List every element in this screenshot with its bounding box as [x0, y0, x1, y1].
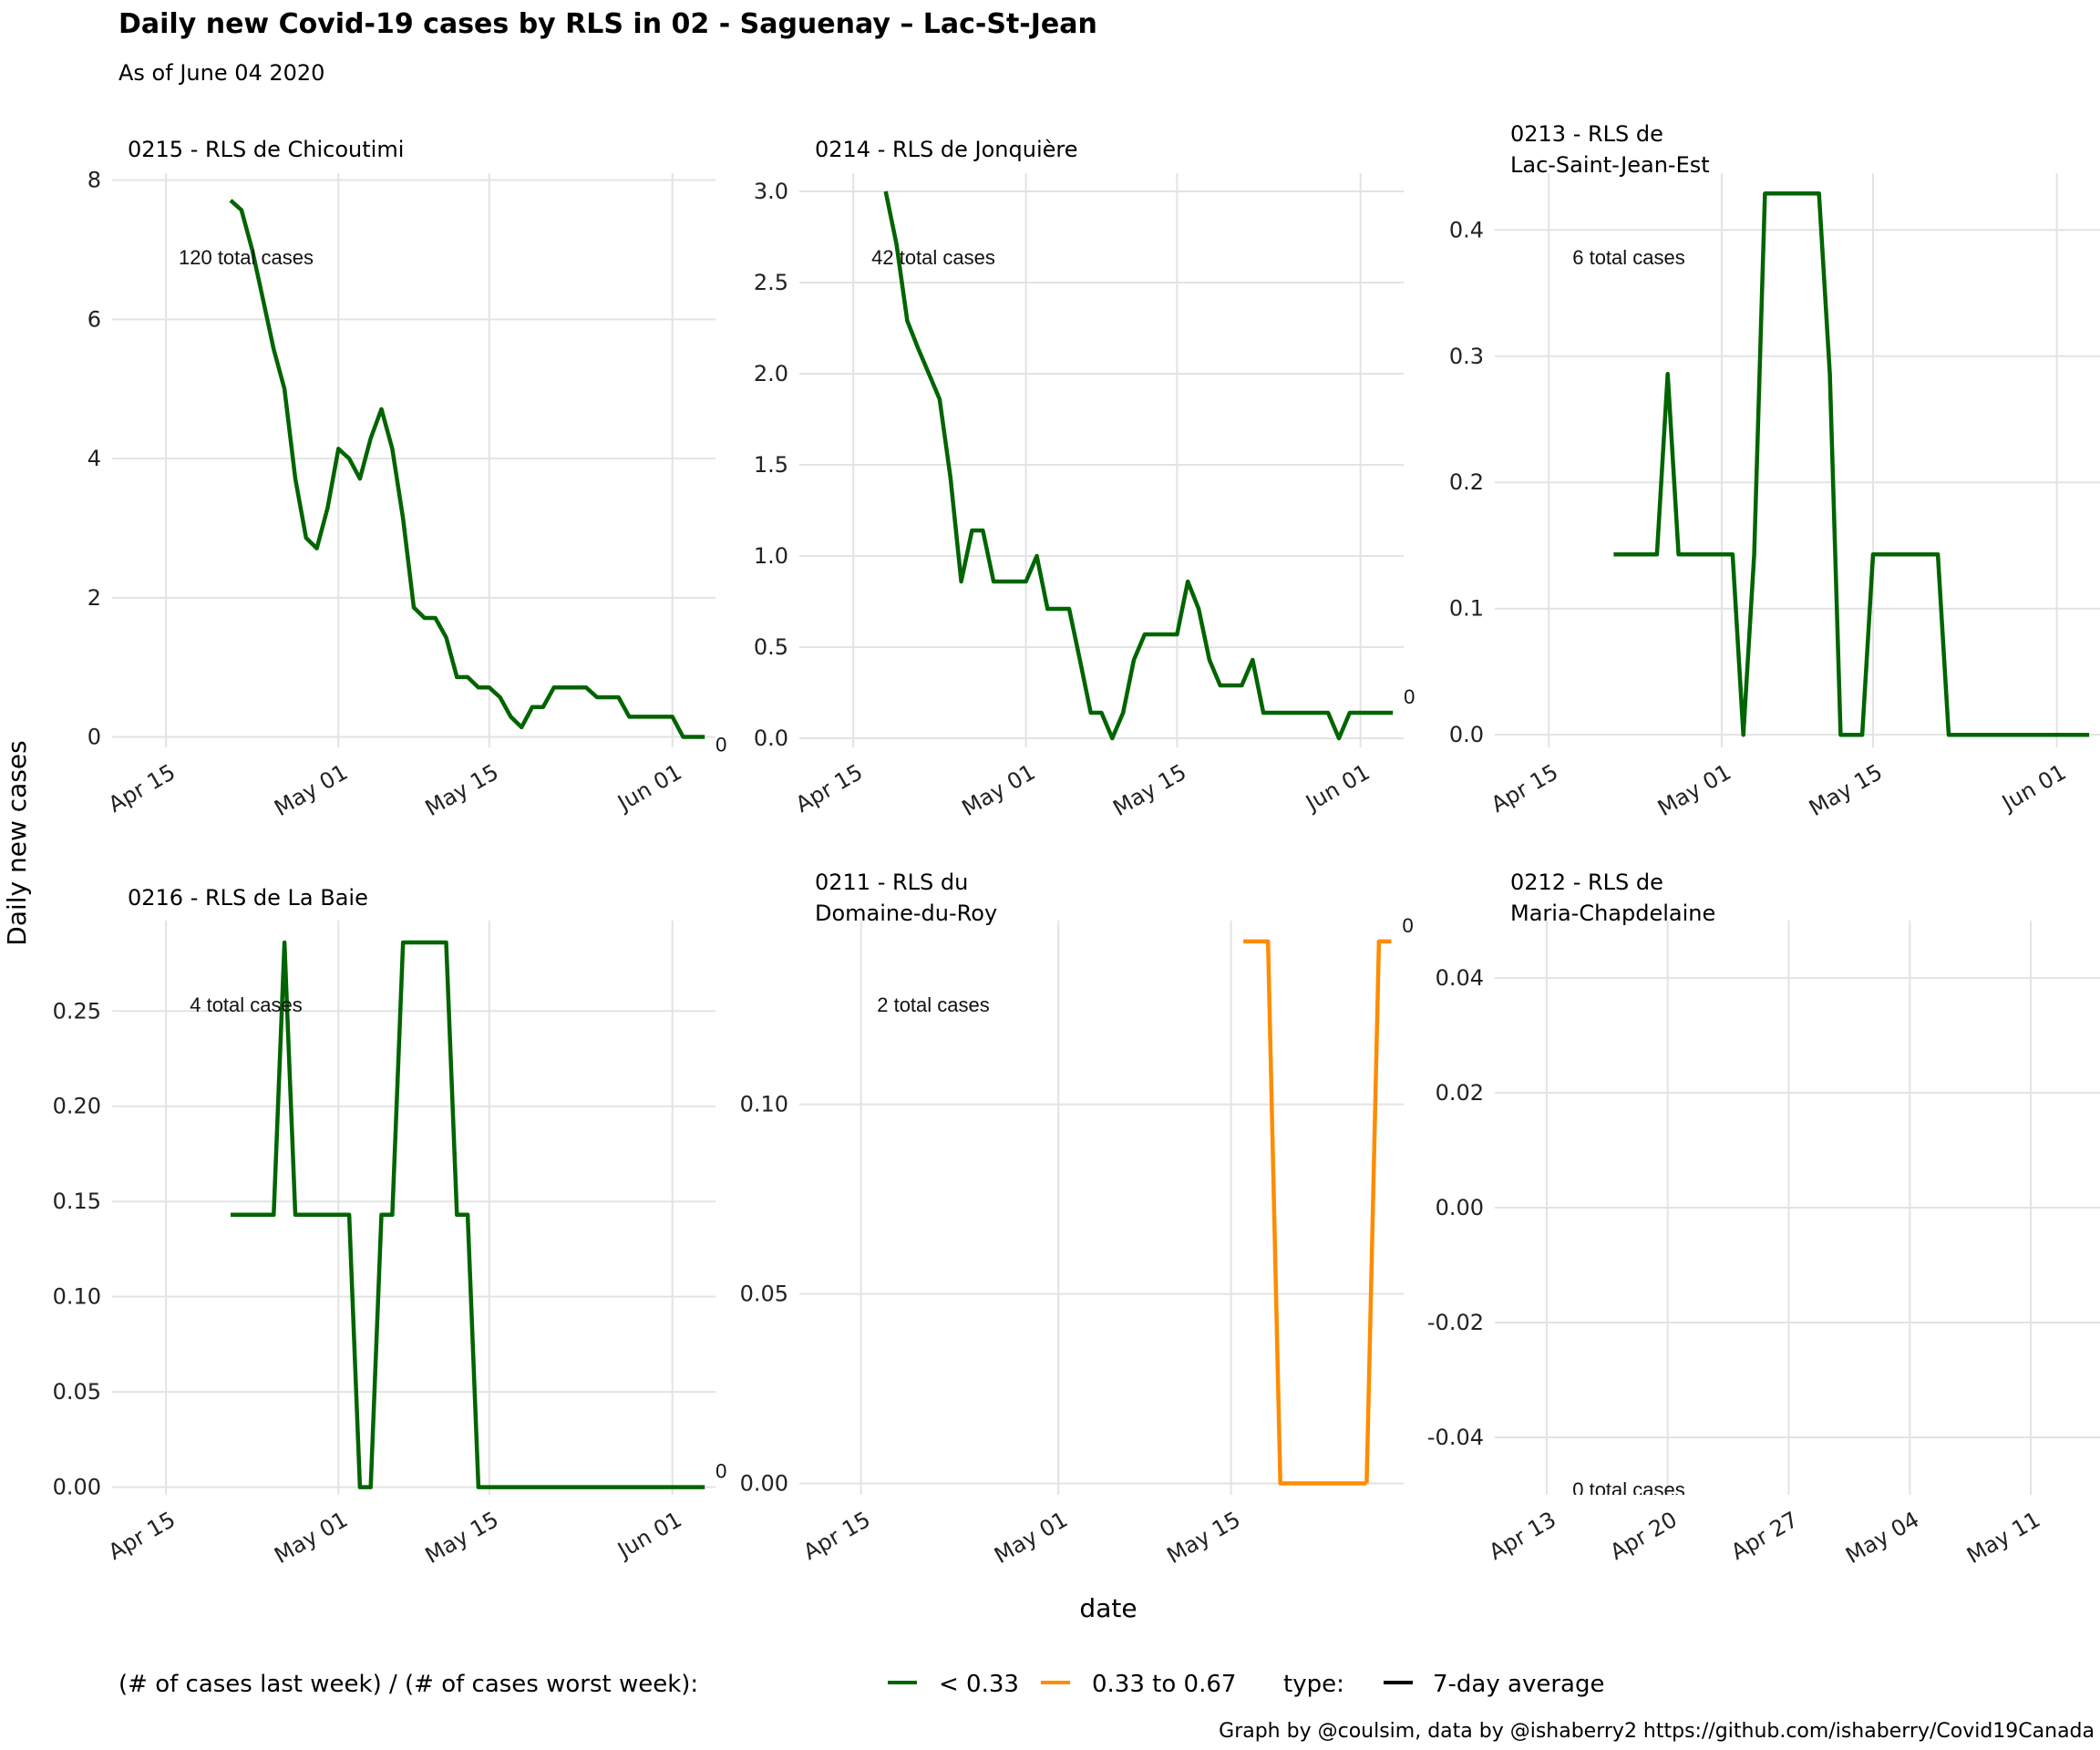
y-tick-label: 0.4 — [1449, 217, 1484, 242]
y-tick-label: 0.05 — [53, 1379, 101, 1405]
chart-title: Daily new Covid-19 cases by RLS in 02 - … — [118, 8, 1097, 40]
facet-panels: 0215 - RLS de Chicoutimi 0 2 4 6 8 Apr 15 May 0… — [53, 121, 2100, 1569]
y-tick-label: 0.1 — [1449, 596, 1484, 622]
facet-title-line: 0213 - RLS de — [1510, 121, 1663, 147]
y-tick-label: 0.05 — [740, 1282, 788, 1307]
x-tick-label: Apr 15 — [104, 1507, 180, 1565]
total-cases-label: 4 total cases — [190, 993, 303, 1016]
facet-title-line: Domaine-du-Roy — [815, 901, 997, 926]
y-tick-label: 6 — [88, 306, 101, 332]
y-tick-label: 0.0 — [754, 726, 788, 751]
x-tick-label: May 01 — [270, 759, 352, 821]
series-line — [883, 190, 1394, 741]
x-tick-label: Apr 27 — [1727, 1507, 1803, 1565]
y-tick-label: 1.5 — [754, 452, 788, 478]
legend-ratio-label-0: < 0.33 — [939, 1671, 1019, 1698]
y-tick-label: 0.00 — [740, 1471, 788, 1497]
x-tick-label: Apr 15 — [1487, 759, 1562, 818]
y-tick-label: 8 — [88, 168, 101, 193]
x-tick-label: May 01 — [958, 759, 1040, 821]
x-tick-label: May 15 — [1805, 759, 1887, 821]
series-line — [1613, 190, 2090, 737]
end-value-label: 0 — [1404, 685, 1415, 708]
y-tick-label: 0.10 — [53, 1284, 101, 1310]
facet-title-line: 0211 - RLS du — [815, 870, 968, 895]
total-cases-label: 0 total cases — [1572, 1478, 1685, 1501]
x-tick-label: Apr 13 — [1485, 1507, 1560, 1565]
x-tick-label: May 04 — [1841, 1507, 1923, 1569]
total-cases-label: 120 total cases — [179, 246, 314, 269]
facet-panel-3: 0216 - RLS de La Baie 0.00 0.05 0.10 0.15 0.2… — [53, 885, 727, 1569]
legend-ratio-title: (# of cases last week) / (# of cases wor… — [118, 1671, 698, 1698]
x-tick-label: Jun 01 — [612, 759, 685, 817]
end-value-label: 0 — [715, 1460, 726, 1483]
y-tick-label: 0.5 — [754, 634, 788, 660]
x-tick-label: Apr 15 — [791, 759, 867, 818]
y-tick-label: 3.0 — [754, 179, 788, 204]
facet-panel-0: 0215 - RLS de Chicoutimi 0 2 4 6 8 Apr 15 May 0… — [88, 137, 727, 821]
x-tick-label: May 15 — [421, 1507, 503, 1569]
y-tick-label: -0.04 — [1427, 1425, 1484, 1450]
y-tick-label: 0.00 — [53, 1475, 101, 1500]
y-tick-label: 0.00 — [1436, 1195, 1484, 1220]
series-line — [1243, 939, 1367, 1486]
y-tick-label: 0.25 — [53, 998, 101, 1024]
y-tick-label: -0.02 — [1427, 1310, 1484, 1335]
series-line — [1364, 939, 1392, 1484]
x-tick-label: May 01 — [270, 1507, 352, 1569]
end-value-label: 0 — [715, 734, 726, 757]
y-tick-label: 0.10 — [740, 1092, 788, 1117]
y-tick-label: 0.20 — [53, 1094, 101, 1119]
x-tick-label: Apr 15 — [799, 1507, 875, 1565]
x-tick-label: May 15 — [1108, 759, 1190, 821]
x-tick-label: May 15 — [421, 759, 503, 821]
y-tick-label: 0.0 — [1449, 722, 1484, 747]
legend-type-title: type: — [1283, 1671, 1344, 1698]
total-cases-label: 2 total cases — [877, 993, 990, 1016]
series-line — [231, 940, 705, 1489]
y-tick-label: 0.15 — [53, 1189, 101, 1214]
facet-panel-5: 0212 - RLS de Maria-Chapdelaine -0.04 -0.02… — [1427, 870, 2100, 1569]
facet-panel-4: 0211 - RLS du Domaine-du-Roy 0.00 0.05 0.10 A… — [740, 870, 1414, 1569]
facet-title-line: Lac-Saint-Jean-Est — [1510, 152, 1710, 178]
facet-title-line: 0216 - RLS de La Baie — [128, 885, 368, 911]
legend-ratio-label-1: 0.33 to 0.67 — [1092, 1671, 1236, 1698]
facet-title-line: Maria-Chapdelaine — [1510, 901, 1715, 926]
chart-caption: Graph by @coulsim, data by @ishaberry2 h… — [1219, 1720, 2095, 1743]
x-tick-label: May 01 — [990, 1507, 1072, 1569]
x-tick-label: May 15 — [1163, 1507, 1245, 1569]
y-tick-label: 2.5 — [754, 270, 788, 295]
x-tick-label: May 01 — [1653, 759, 1735, 821]
y-tick-label: 0.3 — [1449, 344, 1484, 369]
y-tick-label: 1.0 — [754, 543, 788, 569]
facet-title-line: 0214 - RLS de Jonquière — [815, 137, 1078, 162]
y-tick-label: 0.02 — [1436, 1080, 1484, 1106]
end-value-label: 0 — [1402, 914, 1413, 937]
x-axis-title: date — [1079, 1593, 1137, 1623]
x-tick-label: May 11 — [1962, 1507, 2044, 1569]
y-tick-label: 0 — [88, 725, 101, 750]
legend-type-label-0: 7-day average — [1433, 1671, 1604, 1698]
x-tick-label: Jun 01 — [612, 1507, 685, 1564]
y-tick-label: 0.04 — [1436, 965, 1484, 991]
facet-title-line: 0215 - RLS de Chicoutimi — [128, 137, 404, 162]
y-tick-label: 4 — [88, 446, 101, 471]
y-tick-label: 2.0 — [754, 361, 788, 386]
facet-title-line: 0212 - RLS de — [1510, 870, 1663, 895]
y-tick-label: 2 — [88, 585, 101, 611]
chart-subtitle: As of June 04 2020 — [118, 60, 324, 86]
legend: (# of cases last week) / (# of cases wor… — [118, 1671, 1604, 1698]
total-cases-label: 6 total cases — [1572, 246, 1685, 269]
x-tick-label: Apr 20 — [1606, 1507, 1682, 1565]
facet-panel-2: 0213 - RLS de Lac-Saint-Jean-Est 0.0 0.1 0.2… — [1449, 121, 2100, 821]
x-tick-label: Jun 01 — [1996, 759, 2070, 817]
facet-panel-1: 0214 - RLS de Jonquière 0.0 0.5 1.0 1.5 2.0 2.… — [754, 137, 1415, 821]
total-cases-label: 42 total cases — [871, 246, 995, 269]
y-axis-title: Daily new cases — [2, 740, 32, 945]
x-tick-label: Jun 01 — [1300, 759, 1374, 817]
series-line — [229, 199, 705, 739]
y-tick-label: 0.2 — [1449, 469, 1484, 495]
x-tick-label: Apr 15 — [104, 759, 180, 818]
